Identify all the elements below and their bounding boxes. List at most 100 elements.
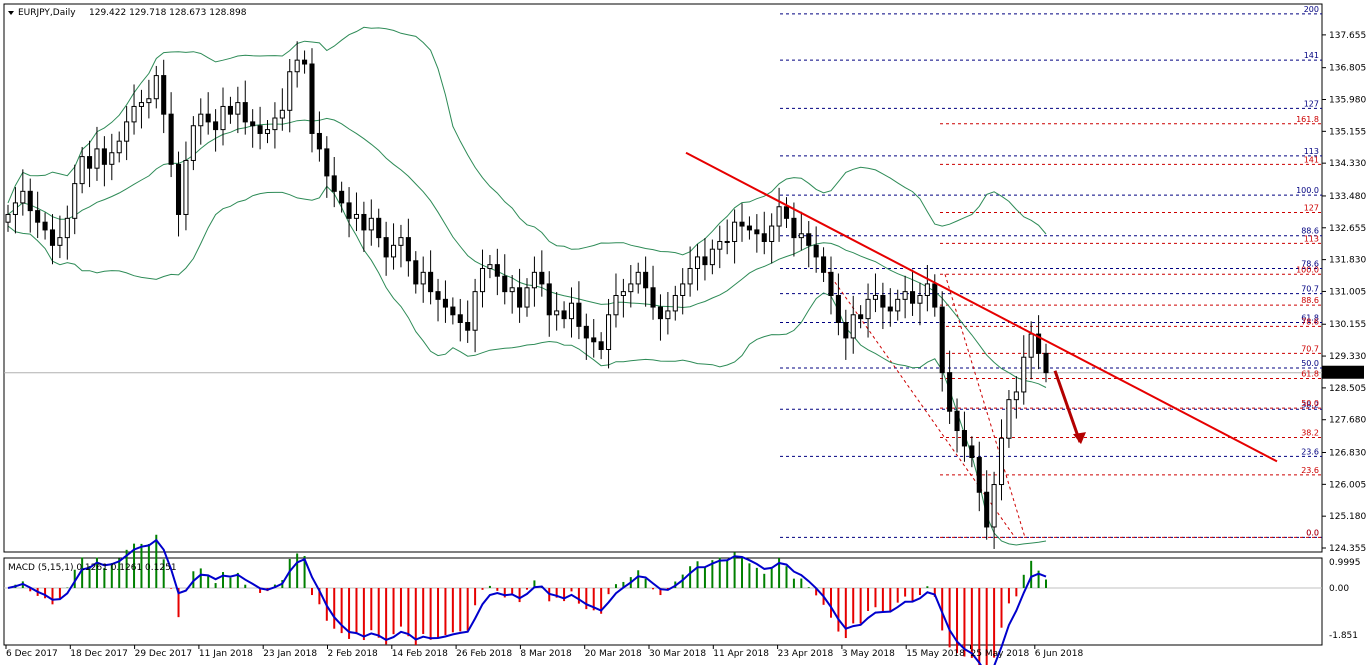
date-tick-label: 23 Apr 2018 <box>778 649 834 659</box>
macd-signal-line <box>7 538 1047 665</box>
bull-candle <box>198 113 204 127</box>
bull-candle <box>420 271 426 285</box>
arrow-head-icon <box>1073 432 1086 445</box>
fibo-red-label: 78.6 <box>1301 317 1319 326</box>
bear-candle <box>168 113 174 165</box>
date-tick-label: 3 May 2018 <box>842 649 895 659</box>
bear-candle <box>376 217 382 239</box>
bear-candle <box>954 410 960 432</box>
bear-candle <box>976 457 982 493</box>
dropdown-triangle-icon[interactable] <box>8 11 14 15</box>
price-tick-label: 126.830 <box>1329 449 1366 459</box>
price-tick-label: 128.505 <box>1329 384 1366 394</box>
bull-candle <box>776 206 782 227</box>
bull-candle <box>509 287 515 293</box>
fibo-red-label: 141 <box>1304 155 1319 164</box>
date-tick-label: 29 Dec 2017 <box>135 649 193 659</box>
bear-candle <box>813 244 819 258</box>
fibo-blue-label: 61.8 <box>1301 313 1319 322</box>
bear-candle <box>561 310 567 320</box>
price-tick-label: 131.830 <box>1329 256 1366 266</box>
bull-candle <box>391 244 397 258</box>
date-tick-label: 20 Mar 2018 <box>585 649 642 659</box>
bear-candle <box>213 121 219 131</box>
current-price-box <box>1322 365 1364 379</box>
bear-candle <box>27 190 33 212</box>
price-tick-label: 126.005 <box>1329 480 1366 490</box>
fibonacci-levels: 200141127113100.088.678.670.761.850.038.… <box>780 5 1322 538</box>
price-tick-label: 129.330 <box>1329 352 1366 362</box>
bear-candle <box>450 306 456 316</box>
trendline[interactable] <box>685 151 1278 463</box>
bear-candle <box>413 260 419 285</box>
bull-candle <box>709 248 715 266</box>
bull-candle <box>487 264 493 269</box>
date-tick-label: 11 Apr 2018 <box>713 649 769 659</box>
bull-candle <box>220 105 226 131</box>
bull-candle <box>798 233 804 239</box>
bear-candle <box>242 102 248 123</box>
bear-candle <box>932 283 938 308</box>
bull-candle <box>717 240 723 250</box>
bull-candle <box>1006 399 1012 439</box>
bear-candle <box>1043 352 1049 374</box>
bull-candle <box>613 294 619 316</box>
bear-candle <box>539 271 545 285</box>
bear-candle <box>250 121 256 127</box>
bull-candle <box>924 283 930 296</box>
fibo-blue-label: 23.6 <box>1301 447 1319 456</box>
ohlc-label: 129.422 129.718 128.673 128.898 <box>89 8 247 18</box>
price-panel-border <box>3 3 1323 553</box>
bull-candle <box>20 190 26 204</box>
bull-candle <box>635 271 641 285</box>
bear-candle <box>49 229 56 246</box>
bear-candle <box>331 175 337 192</box>
bollinger-lower <box>7 185 1047 546</box>
date-tick-label: 30 Mar 2018 <box>649 649 706 659</box>
bear-candle <box>205 113 211 123</box>
bull-candle <box>687 267 693 285</box>
bull-candle <box>12 202 18 215</box>
bear-candle <box>339 190 345 204</box>
fibo-blue-label: 200 <box>1304 5 1319 14</box>
bull-candle <box>72 183 78 219</box>
bull-candle <box>64 217 70 239</box>
bear-candle <box>858 314 864 320</box>
fibo-blue-label: 78.6 <box>1301 259 1319 268</box>
fibo-red-label: 113 <box>1304 234 1319 243</box>
resistance-trendline <box>685 151 1278 463</box>
bear-candle <box>35 210 41 223</box>
candlestick-series <box>5 41 1049 549</box>
bull-candle <box>235 102 241 115</box>
bull-candle <box>1021 356 1027 393</box>
fibo-blue-label: 100.0 <box>1296 186 1319 195</box>
bull-candle <box>524 287 530 308</box>
bear-candle <box>806 233 812 246</box>
bull-candle <box>116 140 122 154</box>
date-tick-label: 26 Feb 2018 <box>456 649 512 659</box>
bull-candle <box>895 298 901 312</box>
bear-candle <box>494 264 500 277</box>
fibo-red-label: 38.2 <box>1301 428 1319 437</box>
bull-candle <box>991 484 997 528</box>
fibo-red-label: 0.0 <box>1306 528 1319 537</box>
bull-candle <box>131 105 137 123</box>
bull-candle <box>472 291 478 331</box>
bear-candle <box>746 225 752 231</box>
price-tick-label: 132.655 <box>1329 224 1366 234</box>
bear-candle <box>835 294 841 323</box>
price-tick-label: 125.180 <box>1329 512 1366 522</box>
bull-candle <box>568 302 575 320</box>
bull-candle <box>398 237 404 246</box>
bear-candle <box>309 63 315 134</box>
fibo-blue-label: 38.2 <box>1301 400 1319 409</box>
fibo-blue-label: 113 <box>1304 147 1319 156</box>
bear-candle <box>316 132 322 150</box>
bull-candle <box>57 237 63 246</box>
bull-candle <box>138 102 144 107</box>
bear-candle <box>576 302 582 327</box>
bear-candle <box>175 163 182 215</box>
price-tick-label: 136.805 <box>1329 64 1366 74</box>
bear-candle <box>161 75 167 115</box>
bull-candle <box>606 314 612 351</box>
